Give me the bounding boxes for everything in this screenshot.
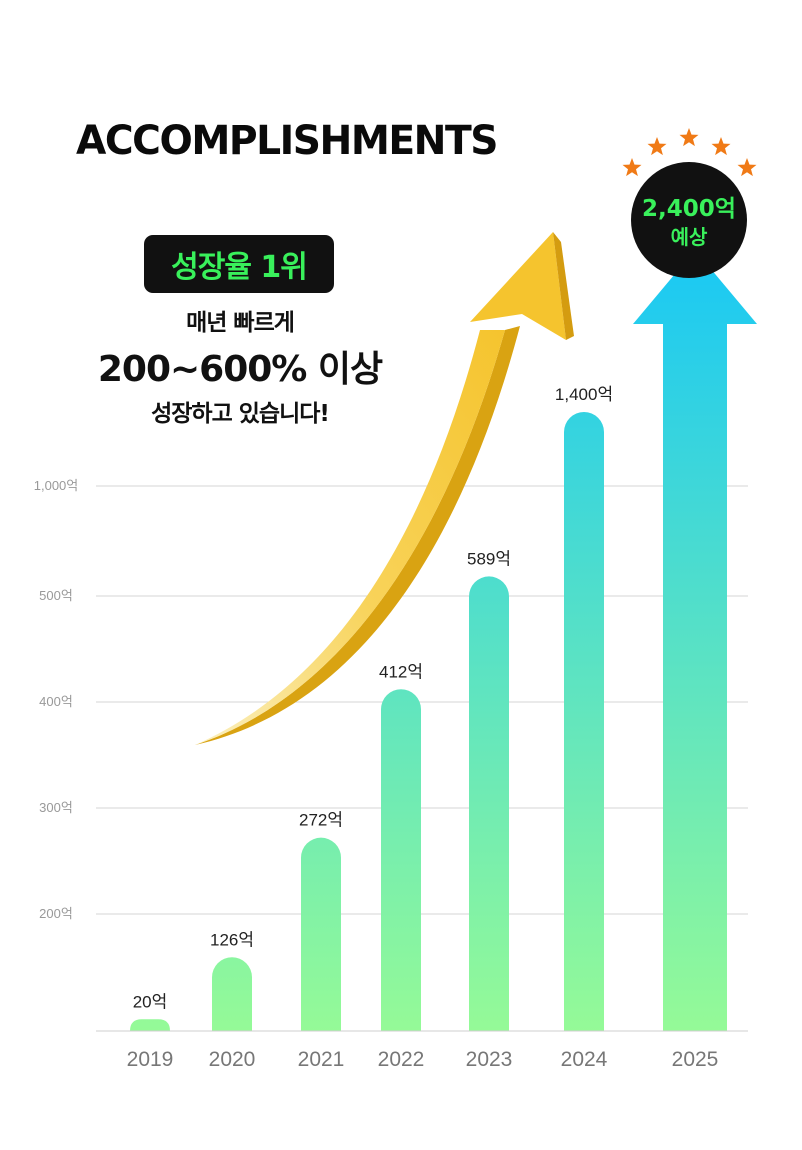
bar-2021 xyxy=(301,837,341,1031)
y-axis-labels: 200억 300억 400억 500억 1,000억 xyxy=(34,478,79,921)
lead-line-1: 매년 빠르게 xyxy=(186,310,295,336)
x-axis-labels: 2019 2020 2021 2022 2023 2024 2025 xyxy=(127,1048,719,1071)
growth-arrow-icon xyxy=(195,232,574,745)
badge-text: 성장율 1위 xyxy=(171,250,308,285)
x-tick-label: 2020 xyxy=(209,1048,256,1071)
y-tick-label: 400억 xyxy=(39,694,73,709)
x-tick-label: 2022 xyxy=(378,1048,425,1071)
lead-line-3: 성장하고 있습니다! xyxy=(151,401,330,427)
forecast-value: 2,400억 xyxy=(642,196,736,222)
bar-2024 xyxy=(564,412,604,1031)
stars-group xyxy=(622,128,757,177)
x-tick-label: 2019 xyxy=(127,1048,174,1071)
bar-2022 xyxy=(381,689,421,1031)
value-label: 20억 xyxy=(133,992,168,1011)
value-label: 1,400억 xyxy=(555,385,613,404)
x-tick-label: 2024 xyxy=(561,1048,608,1071)
x-tick-label: 2023 xyxy=(466,1048,513,1071)
lead-line-2: 200~600% 이상 xyxy=(97,349,383,390)
grid-layer xyxy=(96,485,748,915)
page-title: ACCOMPLISHMENTS xyxy=(76,118,499,164)
star-icon xyxy=(711,137,731,156)
forecast-circle xyxy=(631,162,747,278)
y-tick-label: 1,000억 xyxy=(34,478,79,493)
bar-2019 xyxy=(130,1019,170,1031)
forecast-note: 예상 xyxy=(671,225,708,249)
forecast-badge: 2,400억 예상 xyxy=(631,162,747,278)
x-tick-label: 2021 xyxy=(298,1048,345,1071)
star-icon xyxy=(737,158,757,177)
star-icon xyxy=(622,158,642,177)
value-label: 272억 xyxy=(299,811,343,830)
y-tick-label: 200억 xyxy=(39,906,73,921)
bars-layer xyxy=(130,250,757,1031)
bar-2023 xyxy=(469,576,509,1031)
star-icon xyxy=(679,128,699,147)
x-tick-label: 2025 xyxy=(672,1048,719,1071)
value-labels: 20억 126억 272억 412억 589억 1,400억 xyxy=(133,385,613,1011)
y-tick-label: 500억 xyxy=(39,588,73,603)
value-label: 126억 xyxy=(210,930,254,949)
star-icon xyxy=(647,137,667,156)
bar-2020 xyxy=(212,957,252,1031)
y-tick-label: 300억 xyxy=(39,800,73,815)
growth-rank-badge: 성장율 1위 xyxy=(144,235,334,293)
bar-2025 xyxy=(633,250,757,1031)
value-label: 412억 xyxy=(379,662,423,681)
value-label: 589억 xyxy=(467,549,511,568)
